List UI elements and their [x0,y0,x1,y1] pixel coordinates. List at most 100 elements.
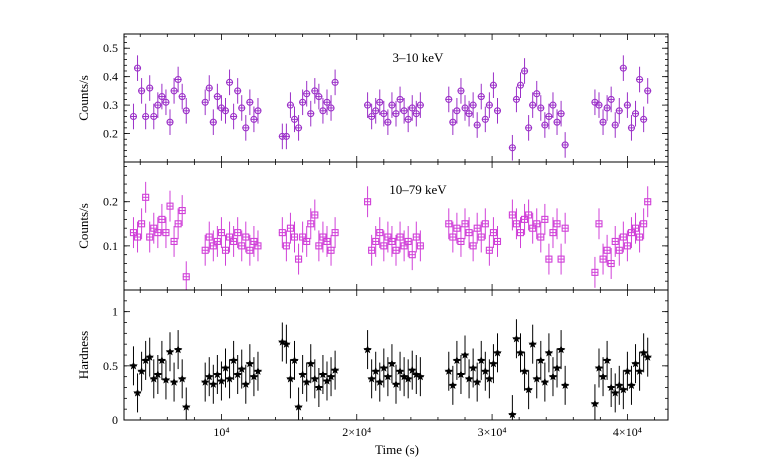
data-point [226,78,234,86]
data-segment [201,217,262,266]
data-point [644,198,652,206]
data-point [452,355,462,365]
data-point [549,229,557,237]
data-point [556,345,566,354]
data-segment [445,208,502,266]
data-point [599,118,607,126]
data-point [286,224,294,232]
data-point [529,101,537,109]
data-point [254,242,262,250]
data-segment [364,86,424,135]
data-point [508,144,516,152]
data-point [444,366,454,375]
data-point [323,98,331,106]
data-segment [590,333,652,420]
data-point [392,246,400,254]
data-point [368,246,376,254]
data-point [372,237,380,245]
data-segment [278,199,339,275]
data-point [326,372,336,381]
data-point [315,242,323,250]
data-point [528,339,537,348]
data-point [561,141,569,149]
data-point [182,273,190,281]
data-point [154,101,162,109]
data-point [286,101,294,109]
data-point [245,359,255,368]
data-point [533,90,541,98]
data-point [481,366,490,375]
data-point [158,215,166,223]
data-point [178,207,186,215]
data-segment [200,340,263,404]
data-point [611,121,619,129]
data-point [602,355,612,365]
data-point [477,233,485,241]
data-point [310,374,320,383]
data-point [278,229,286,237]
data-point [553,118,561,126]
data-point [407,365,417,374]
data-point [512,220,520,228]
data-point [364,101,372,109]
data-point [146,233,154,241]
data-point [137,366,146,375]
y-tick-label: 0.1 [103,239,118,253]
data-point [250,115,258,123]
data-point [388,101,396,109]
data-point [290,355,299,365]
data-point [299,98,307,106]
data-point [631,224,640,232]
data-point [545,112,553,121]
data-point [525,124,533,132]
data-point [477,93,485,101]
data-point [209,242,217,250]
data-point [408,251,416,259]
data-point [408,104,416,112]
data-point [149,374,159,383]
y-tick-label: 0.2 [103,195,118,209]
data-point [512,95,520,103]
data-point [387,359,397,368]
data-segment [278,322,340,420]
data-point [209,118,217,126]
data-point [201,246,209,254]
data-point [521,67,529,75]
data-point [173,345,183,354]
data-point [404,237,412,245]
data-point [205,233,213,241]
data-point [330,365,340,374]
data-point [606,383,616,392]
data-point [238,242,246,250]
data-point [516,229,525,237]
data-segment [129,330,191,420]
data-point [520,366,529,375]
data-point [162,229,170,237]
data-point [225,374,234,383]
data-point [311,211,319,219]
data-point [331,78,339,86]
data-point [141,355,150,365]
data-point [221,107,230,115]
data-point [246,246,254,254]
data-point [416,101,424,109]
data-point [640,115,648,123]
data-point [311,87,319,95]
data-point [610,388,620,397]
panel-hard: 0.1 0.2 Counts/s 10–79 keV [76,161,669,291]
data-point [445,95,453,103]
data-point [201,98,209,106]
data-point [590,399,600,408]
data-point [209,379,218,388]
data-point [319,107,327,115]
data-point [177,374,187,383]
data-segment [444,333,502,405]
data-point [464,374,474,383]
data-point [200,377,210,386]
data-point [253,366,263,375]
data-point [302,377,311,386]
y-tick-label: 0.5 [103,41,118,55]
data-point [412,233,420,241]
data-point [395,366,405,375]
data-point [278,337,287,346]
